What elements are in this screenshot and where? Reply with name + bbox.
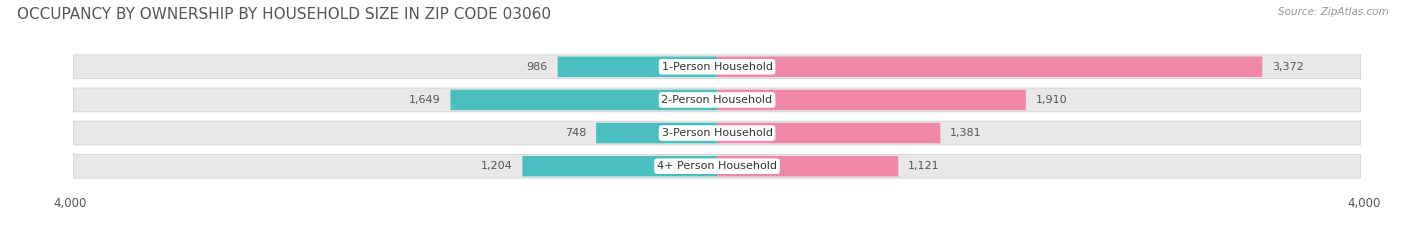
Text: 2-Person Household: 2-Person Household <box>661 95 773 105</box>
Text: 1,910: 1,910 <box>1036 95 1067 105</box>
Text: 1-Person Household: 1-Person Household <box>662 62 772 72</box>
FancyBboxPatch shape <box>596 123 717 143</box>
FancyBboxPatch shape <box>717 123 941 143</box>
Text: 3,372: 3,372 <box>1272 62 1303 72</box>
FancyBboxPatch shape <box>450 90 717 110</box>
FancyBboxPatch shape <box>73 121 1361 145</box>
Text: 4+ Person Household: 4+ Person Household <box>657 161 778 171</box>
Text: 3-Person Household: 3-Person Household <box>662 128 772 138</box>
FancyBboxPatch shape <box>717 57 1263 77</box>
Text: 748: 748 <box>565 128 586 138</box>
FancyBboxPatch shape <box>73 55 1361 79</box>
FancyBboxPatch shape <box>73 88 1361 112</box>
Text: 1,381: 1,381 <box>950 128 981 138</box>
FancyBboxPatch shape <box>523 156 717 176</box>
FancyBboxPatch shape <box>717 156 898 176</box>
Text: OCCUPANCY BY OWNERSHIP BY HOUSEHOLD SIZE IN ZIP CODE 03060: OCCUPANCY BY OWNERSHIP BY HOUSEHOLD SIZE… <box>17 7 551 22</box>
Text: 1,649: 1,649 <box>409 95 440 105</box>
FancyBboxPatch shape <box>73 154 1361 178</box>
FancyBboxPatch shape <box>717 90 1026 110</box>
Text: 1,204: 1,204 <box>481 161 513 171</box>
Text: 986: 986 <box>527 62 548 72</box>
Text: 1,121: 1,121 <box>908 161 939 171</box>
FancyBboxPatch shape <box>558 57 717 77</box>
Text: Source: ZipAtlas.com: Source: ZipAtlas.com <box>1278 7 1389 17</box>
